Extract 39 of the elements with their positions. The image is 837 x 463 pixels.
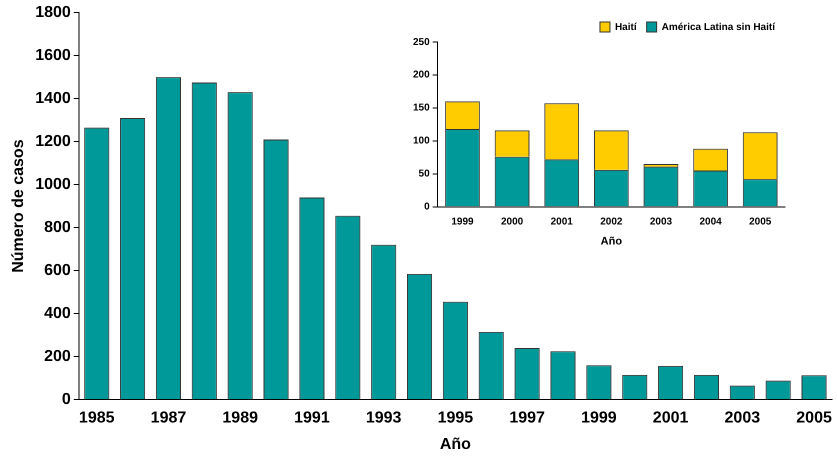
x-tick-label: 1989	[222, 410, 258, 427]
y-tick-label: 1800	[35, 4, 71, 22]
y-tick-label: 1600	[35, 47, 71, 64]
y-tick-label: 800	[44, 219, 71, 236]
y-tick-label: 150	[412, 102, 430, 114]
y-tick-label: 1400	[35, 90, 71, 108]
y-tick-label: 250	[412, 36, 430, 48]
x-axis-title: Año	[440, 436, 472, 453]
y-tick-label: 200	[44, 348, 71, 366]
x-tick-label: 1999	[581, 410, 617, 427]
x-tick-label: 1995	[438, 410, 474, 427]
legend-label: América Latina sin Haití	[662, 22, 776, 33]
x-tick-label: 1993	[366, 410, 402, 427]
y-tick-label: 400	[44, 305, 71, 322]
x-tick-label: 2001	[652, 410, 688, 427]
x-tick-label: 2005	[749, 216, 772, 228]
x-tick-label: 1987	[150, 410, 186, 427]
x-tick-label: 1985	[78, 410, 115, 427]
x-tick-label: 2003	[650, 216, 673, 228]
y-tick-label: 50	[418, 168, 430, 180]
x-tick-label: 2005	[796, 410, 832, 427]
x-tick-label: 2001	[550, 216, 574, 228]
x-tick-label: 1997	[509, 410, 546, 427]
y-tick-label: 0	[62, 391, 71, 408]
y-tick-label: 0	[424, 202, 430, 213]
x-tick-label: 2002	[600, 216, 623, 228]
x-tick-label: 1991	[294, 410, 330, 427]
legend-label: Haití	[614, 22, 638, 33]
x-tick-label: 1999	[451, 216, 474, 228]
x-tick-label: 2004	[699, 216, 722, 228]
y-tick-label: 1200	[35, 133, 71, 150]
x-tick-label: 2003	[724, 410, 760, 427]
y-tick-label: 100	[412, 136, 430, 147]
y-tick-label: 600	[44, 262, 71, 280]
y-axis-title: Número de casos	[10, 139, 28, 273]
y-tick-label: 200	[412, 70, 430, 81]
y-tick-label: 1000	[35, 176, 71, 194]
x-axis-title: Año	[600, 235, 622, 248]
x-tick-label: 2000	[500, 216, 524, 228]
